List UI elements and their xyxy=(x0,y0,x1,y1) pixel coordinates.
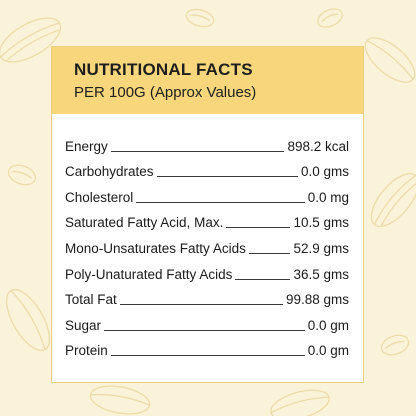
nutrient-row-carbohydrates: Carbohydrates 0.0 gms xyxy=(65,155,349,181)
nutrient-label: Protein xyxy=(65,343,108,359)
nutrient-row-total-fat: Total Fat 99.88 gms xyxy=(65,283,349,309)
card-title: NUTRITIONAL FACTS xyxy=(74,60,253,79)
leader-line xyxy=(110,355,305,357)
nutrient-row-sugar: Sugar 0.0 gm xyxy=(65,308,349,334)
nutrient-label: Poly-Unaturated Fatty Acids xyxy=(65,266,233,282)
nutrient-value: 0.0 gm xyxy=(307,343,349,359)
cocoa-pod-icon xyxy=(0,17,62,63)
cocoa-bean-icon xyxy=(380,334,410,356)
nutrient-label: Cholesterol xyxy=(65,189,134,205)
nutrient-label: Energy xyxy=(65,138,108,154)
nutrition-card: NUTRITIONAL FACTS PER 100G (Approx Value… xyxy=(51,46,364,383)
leader-line xyxy=(156,176,298,178)
nutrient-label: Mono-Unsaturates Fatty Acids xyxy=(65,240,246,256)
nutrient-row-protein: Protein 0.0 gm xyxy=(65,334,349,360)
cocoa-pod-icon xyxy=(370,173,416,227)
nutrient-value: 52.9 gms xyxy=(293,240,349,256)
nutrient-list: Energy 898.2 kcal Carbohydrates 0.0 gms … xyxy=(65,129,349,359)
leader-line xyxy=(235,278,291,280)
nutrient-value: 0.0 gm xyxy=(307,317,349,333)
nutrient-row-saturated-fat: Saturated Fatty Acid, Max. 10.5 gms xyxy=(65,206,349,232)
nutrient-row-mono-unsaturated: Mono-Unsaturates Fatty Acids 52.9 gms xyxy=(65,231,349,257)
nutrient-value: 898.2 kcal xyxy=(287,138,349,154)
leader-line xyxy=(136,201,305,203)
cocoa-bean-icon xyxy=(7,164,37,186)
cocoa-pod-icon xyxy=(89,385,151,415)
card-subtitle: PER 100G (Approx Values) xyxy=(74,84,257,101)
nutrient-label: Sugar xyxy=(65,317,102,333)
nutrient-value: 36.5 gms xyxy=(293,266,349,282)
nutrient-value: 0.0 gms xyxy=(300,164,349,180)
cocoa-bean-icon xyxy=(317,8,343,28)
cocoa-pod-icon xyxy=(270,389,330,416)
nutrient-label: Carbohydrates xyxy=(65,164,154,180)
nutrient-value: 0.0 mg xyxy=(307,189,349,205)
nutrient-value: 10.5 gms xyxy=(293,215,349,231)
nutrient-row-poly-unsaturated: Poly-Unaturated Fatty Acids 36.5 gms xyxy=(65,257,349,283)
leader-line xyxy=(119,304,283,306)
nutrient-value: 99.88 gms xyxy=(285,292,349,308)
leader-line xyxy=(110,150,285,152)
leader-line xyxy=(248,252,291,254)
cocoa-pod-icon xyxy=(364,37,416,83)
cocoa-bean-icon xyxy=(185,8,215,28)
cocoa-pod-icon xyxy=(5,288,51,352)
nutrient-row-energy: Energy 898.2 kcal xyxy=(65,129,349,155)
leader-line xyxy=(226,227,291,229)
nutrient-label: Total Fat xyxy=(65,292,117,308)
leader-line xyxy=(104,329,305,331)
card-header: NUTRITIONAL FACTS PER 100G (Approx Value… xyxy=(52,47,363,114)
nutrient-label: Saturated Fatty Acid, Max. xyxy=(65,215,224,231)
nutrient-row-cholesterol: Cholesterol 0.0 mg xyxy=(65,180,349,206)
